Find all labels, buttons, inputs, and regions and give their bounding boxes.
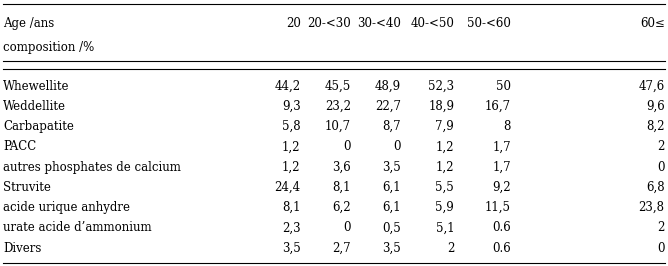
Text: 6,1: 6,1 [382,181,401,194]
Text: 8,2: 8,2 [646,120,665,133]
Text: 1,2: 1,2 [436,161,454,174]
Text: 47,6: 47,6 [639,80,665,93]
Text: 5,8: 5,8 [282,120,301,133]
Text: Whewellite: Whewellite [3,80,70,93]
Text: acide urique anhydre: acide urique anhydre [3,201,130,214]
Text: Weddellite: Weddellite [3,100,66,113]
Text: Carbapatite: Carbapatite [3,120,74,133]
Text: 0: 0 [657,161,665,174]
Text: 9,2: 9,2 [492,181,511,194]
Text: 3,5: 3,5 [282,242,301,255]
Text: 45,5: 45,5 [325,80,351,93]
Text: 0,5: 0,5 [382,221,401,234]
Text: 1,7: 1,7 [492,161,511,174]
Text: 50: 50 [496,80,511,93]
Text: 23,2: 23,2 [325,100,351,113]
Text: 9,3: 9,3 [282,100,301,113]
Text: 1,2: 1,2 [282,140,301,153]
Text: 5,5: 5,5 [436,181,454,194]
Text: Struvite: Struvite [3,181,51,194]
Text: PACC: PACC [3,140,37,153]
Text: 1,2: 1,2 [282,161,301,174]
Text: 3,5: 3,5 [382,161,401,174]
Text: 6,8: 6,8 [646,181,665,194]
Text: 0: 0 [393,140,401,153]
Text: 9,6: 9,6 [646,100,665,113]
Text: 8: 8 [504,120,511,133]
Text: 16,7: 16,7 [485,100,511,113]
Text: 20-<30: 20-<30 [307,17,351,30]
Text: 2,3: 2,3 [282,221,301,234]
Text: 0.6: 0.6 [492,221,511,234]
Text: 3,6: 3,6 [332,161,351,174]
Text: 60≤: 60≤ [640,17,665,30]
Text: 2: 2 [447,242,454,255]
Text: 0: 0 [657,242,665,255]
Text: 48,9: 48,9 [375,80,401,93]
Text: 20: 20 [286,17,301,30]
Text: 1,7: 1,7 [492,140,511,153]
Text: 18,9: 18,9 [428,100,454,113]
Text: 6,1: 6,1 [382,201,401,214]
Text: 2: 2 [657,221,665,234]
Text: 24,4: 24,4 [275,181,301,194]
Text: 50-<60: 50-<60 [467,17,511,30]
Text: Divers: Divers [3,242,41,255]
Text: urate acide d’ammonium: urate acide d’ammonium [3,221,152,234]
Text: 2,7: 2,7 [332,242,351,255]
Text: 5,1: 5,1 [436,221,454,234]
Text: 7,9: 7,9 [436,120,454,133]
Text: Age /ans: Age /ans [3,17,55,30]
Text: 8,7: 8,7 [382,120,401,133]
Text: 11,5: 11,5 [485,201,511,214]
Text: 6,2: 6,2 [332,201,351,214]
Text: 8,1: 8,1 [332,181,351,194]
Text: 3,5: 3,5 [382,242,401,255]
Text: 0: 0 [343,140,351,153]
Text: 40-<50: 40-<50 [410,17,454,30]
Text: composition /%: composition /% [3,41,95,54]
Text: 23,8: 23,8 [639,201,665,214]
Text: 0: 0 [343,221,351,234]
Text: autres phosphates de calcium: autres phosphates de calcium [3,161,181,174]
Text: 5,9: 5,9 [436,201,454,214]
Text: 1,2: 1,2 [436,140,454,153]
Text: 44,2: 44,2 [275,80,301,93]
Text: 30-<40: 30-<40 [357,17,401,30]
Text: 2: 2 [657,140,665,153]
Text: 8,1: 8,1 [282,201,301,214]
Text: 10,7: 10,7 [325,120,351,133]
Text: 22,7: 22,7 [375,100,401,113]
Text: 0.6: 0.6 [492,242,511,255]
Text: 52,3: 52,3 [428,80,454,93]
